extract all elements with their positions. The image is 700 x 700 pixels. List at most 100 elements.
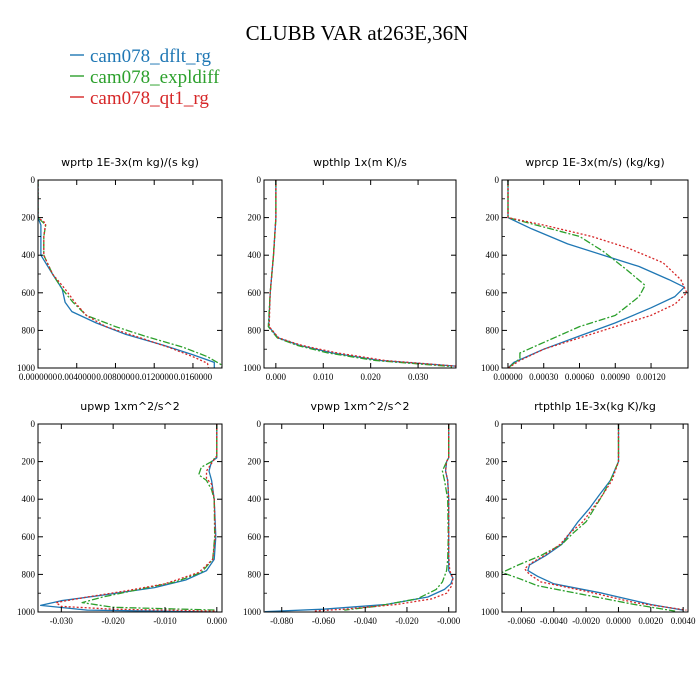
series-group: [264, 424, 454, 612]
plot-frame: [37, 179, 223, 369]
y-tick-label: 800: [22, 325, 36, 335]
panel-title: wprtp 1E-3x(m kg)/(s kg): [61, 156, 199, 169]
series-line-cam078_dflt_rg: [38, 180, 215, 368]
x-tick-label: -0.010: [153, 616, 177, 626]
series-line-cam078_dflt_rg: [527, 424, 684, 611]
series-group: [38, 180, 222, 368]
x-tick-label: 0.010: [313, 372, 334, 382]
x-tick-label: 0.0040: [671, 616, 696, 626]
panel-title: upwp 1xm^2/s^2: [80, 400, 180, 413]
legend-label-qt1: cam078_qt1_rg: [90, 88, 209, 109]
series-line-cam078_expldiff: [502, 424, 676, 612]
x-tick-label: -0.040: [354, 616, 378, 626]
panel-5: vpwp 1xm^2/s^2 0 200 400 600 800 1000 -0.080 -0.…: [243, 400, 461, 626]
panel-title: rtpthlp 1E-3x(kg K)/kg: [534, 400, 656, 413]
y-tick-label: 0: [257, 175, 262, 185]
series-line-cam078_dflt_rg: [39, 424, 218, 612]
y-tick-label: 200: [248, 213, 262, 223]
y-tick-label: 800: [486, 325, 500, 335]
panel-4: upwp 1xm^2/s^2 0 200 400 600 800 1000 -0.030 -0.…: [17, 400, 227, 626]
y-tick-label: 600: [248, 288, 262, 298]
panel-3: wprcp 1E-3x(m/s) (kg/kg) 0 200 400 600 800 100…: [481, 156, 689, 382]
x-tick-label: 0.00090: [601, 372, 631, 382]
panel-title: wpthlp 1x(m K)/s: [313, 156, 407, 169]
y-tick-label: 400: [22, 250, 36, 260]
series-line-cam078_expldiff: [38, 180, 222, 368]
y-tick-label: 800: [22, 569, 36, 579]
panel-1: wprtp 1E-3x(m kg)/(s kg) 0 200 400 600 800 100…: [17, 156, 223, 382]
y-tick-label: 400: [248, 250, 262, 260]
y-tick-label: 1000: [481, 363, 500, 373]
series-line-cam078_qt1_rg: [312, 424, 454, 612]
panel-2: wpthlp 1x(m K)/s 0 200 400 600 800 1000 0.000 0.…: [243, 156, 457, 382]
x-tick-label: 0.00060: [565, 372, 595, 382]
series-line-cam078_expldiff: [344, 424, 450, 611]
plot-frame: [501, 423, 689, 613]
y-tick-label: 600: [486, 288, 500, 298]
y-tick-label: 200: [486, 457, 500, 467]
series-line-cam078_qt1_rg: [507, 180, 688, 368]
x-tick-label: 0.000: [266, 372, 287, 382]
x-tick-label: 0.000: [207, 616, 228, 626]
series-group: [507, 180, 688, 368]
x-tick-label: 0.0040000: [58, 372, 97, 382]
y-tick-label: 0: [495, 419, 500, 429]
y-tick-label: 1000: [481, 607, 500, 617]
x-tick-label: -0.080: [270, 616, 294, 626]
series-line-cam078_qt1_rg: [38, 180, 210, 368]
x-tick-label: 0.00000: [493, 372, 523, 382]
series-line-cam078_dflt_rg: [507, 180, 686, 368]
legend: cam078_dflt_rg cam078_expldiff cam078_qt…: [70, 46, 220, 109]
plot-frame: [263, 179, 457, 369]
x-tick-label: 0.030: [408, 372, 429, 382]
legend-label-expldiff: cam078_expldiff: [90, 67, 220, 88]
panels-grid: wprtp 1E-3x(m kg)/(s kg) 0 200 400 600 800 100…: [17, 156, 696, 626]
y-tick-label: 200: [22, 457, 36, 467]
y-tick-label: 0: [31, 175, 36, 185]
y-tick-label: 400: [486, 494, 500, 504]
plot-frame: [263, 423, 457, 613]
series-group: [502, 424, 687, 612]
series-group: [39, 424, 218, 612]
x-tick-label: -0.060: [312, 616, 336, 626]
y-tick-label: 400: [486, 250, 500, 260]
panel-title: vpwp 1xm^2/s^2: [310, 400, 409, 413]
x-tick-label: 0.00030: [529, 372, 559, 382]
x-tick-label: 0.00120: [636, 372, 666, 382]
series-line-cam078_expldiff: [267, 180, 452, 368]
x-tick-label: 0.0020: [638, 616, 663, 626]
x-tick-label: -0.020: [395, 616, 419, 626]
y-tick-label: 0: [257, 419, 262, 429]
plot-frame: [501, 179, 689, 369]
series-line-cam078_expldiff: [507, 180, 646, 368]
figure-title: CLUBB VAR at263E,36N: [246, 21, 469, 45]
y-tick-label: 200: [248, 457, 262, 467]
x-tick-label: 0.0000: [606, 616, 631, 626]
series-line-cam078_dflt_rg: [268, 180, 456, 368]
y-tick-label: 600: [486, 532, 500, 542]
series-group: [267, 180, 456, 368]
y-tick-label: 1000: [17, 607, 36, 617]
y-tick-label: 1000: [243, 607, 262, 617]
y-tick-label: 800: [248, 325, 262, 335]
y-tick-label: 400: [248, 494, 262, 504]
x-tick-label: 0.0120000: [135, 372, 174, 382]
y-tick-label: 600: [248, 532, 262, 542]
x-tick-label: -0.0040: [540, 616, 568, 626]
series-line-cam078_qt1_rg: [523, 424, 687, 611]
series-line-cam078_expldiff: [81, 424, 218, 611]
series-line-cam078_qt1_rg: [268, 180, 456, 368]
series-line-cam078_dflt_rg: [264, 424, 454, 612]
x-tick-label: 0.0000000: [19, 372, 58, 382]
y-tick-label: 600: [22, 288, 36, 298]
y-tick-label: 0: [31, 419, 36, 429]
x-tick-label: -0.000: [437, 616, 461, 626]
y-tick-label: 200: [486, 213, 500, 223]
x-tick-label: 0.0160000: [174, 372, 213, 382]
x-tick-label: -0.0060: [508, 616, 536, 626]
y-tick-label: 400: [22, 494, 36, 504]
y-tick-label: 0: [495, 175, 500, 185]
plot-frame: [37, 423, 223, 613]
y-tick-label: 1000: [243, 363, 262, 373]
